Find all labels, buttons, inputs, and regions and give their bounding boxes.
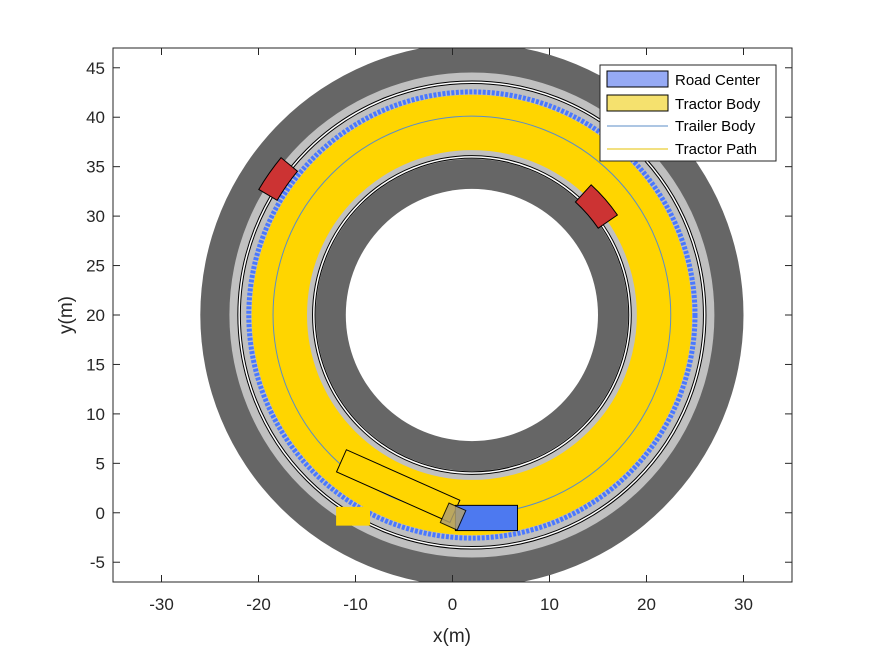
- trailer-track-ring: [246, 89, 698, 541]
- y-tick-label: 45: [86, 59, 105, 78]
- y-tick-label: 30: [86, 207, 105, 226]
- y-axis-label: y(m): [56, 296, 77, 334]
- road-marker-left: [258, 156, 299, 201]
- x-tick-label: -20: [246, 595, 271, 614]
- road-marker-right: [574, 184, 619, 229]
- y-tick-label: 10: [86, 405, 105, 424]
- legend-swatch-road-center: [606, 70, 669, 88]
- legend-label-road-center: Road Center: [675, 72, 760, 89]
- legend-label-trailer-body: Trailer Body: [675, 118, 756, 135]
- swept-area-entry: [336, 506, 371, 526]
- x-tick-label: 10: [540, 595, 559, 614]
- tractor-body: [454, 504, 518, 532]
- y-tick-label: 5: [96, 454, 105, 473]
- x-tick-label: 0: [448, 595, 457, 614]
- ticks: -30 -20 -10 0 10 20 30 -5 0 5 10 15 20 25 30 35 40 45: [86, 48, 792, 614]
- y-tick-label: 40: [86, 108, 105, 127]
- y-tick-label: 35: [86, 158, 105, 177]
- lane-boundary-1: [313, 156, 631, 474]
- x-tick-label: 20: [637, 595, 656, 614]
- hitch-joint: [439, 502, 467, 531]
- x-tick-label: -30: [149, 595, 174, 614]
- lane-boundary-0: [238, 81, 706, 549]
- y-tick-label: -5: [90, 553, 105, 572]
- center-island: [345, 188, 598, 442]
- x-tick-label: -10: [343, 595, 368, 614]
- y-tick-label: 25: [86, 257, 105, 276]
- legend-swatch-tractor-body: [606, 94, 669, 112]
- y-tick-label: 0: [96, 504, 105, 523]
- y-tick-label: 20: [86, 306, 105, 325]
- y-tick-label: 15: [86, 355, 105, 374]
- x-axis-label: x(m): [433, 626, 471, 647]
- x-tick-label: 30: [734, 595, 753, 614]
- legend-label-tractor-body: Tractor Body: [675, 96, 761, 113]
- scene: [200, 48, 744, 582]
- legend: Road Center Tractor Body Trailer Body Tr…: [599, 64, 777, 162]
- legend-label-tractor-path: Tractor Path: [675, 141, 757, 158]
